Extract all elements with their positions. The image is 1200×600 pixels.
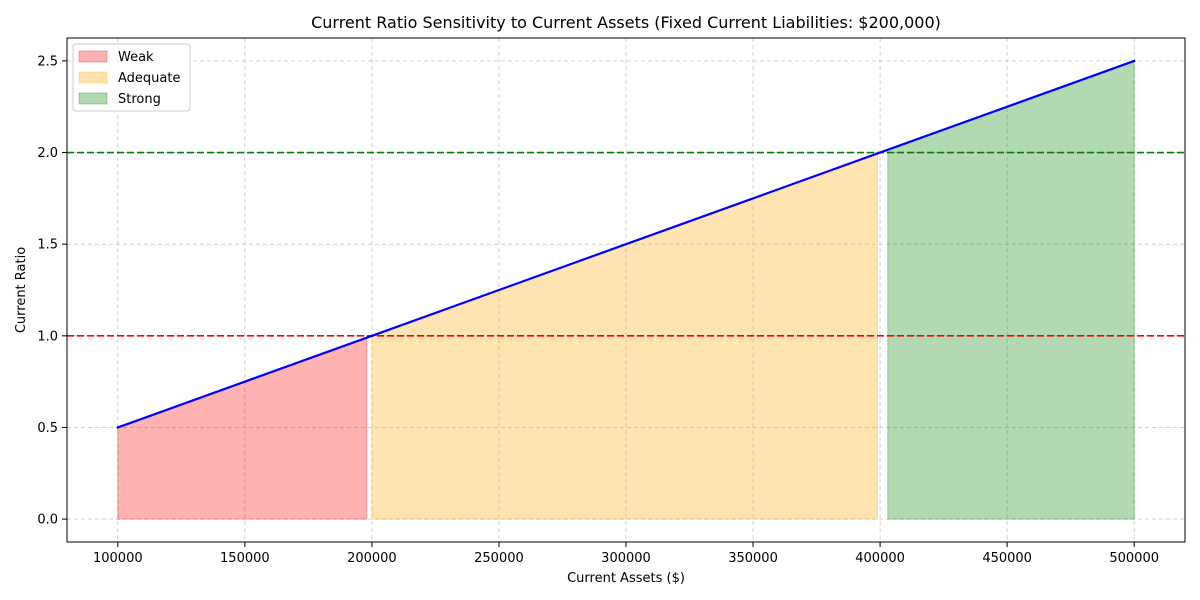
legend-swatch-weak [78,50,108,63]
x-axis-title: Current Assets ($) [567,571,685,586]
legend-label-adequate: Adequate [118,71,180,86]
y-tick-label-3: 1.5 [37,238,58,253]
chart-title: Current Ratio Sensitivity to Current Ass… [311,13,941,32]
regions [117,60,1135,520]
x-tick-label-2: 200000 [347,551,397,566]
x-tick-label-4: 300000 [601,551,651,566]
y-tick-label-1: 0.5 [37,421,58,436]
x-ticks: 100000 150000 200000 250000 300000 350000 4000… [93,542,1159,566]
legend-label-weak: Weak [118,50,154,65]
legend-swatch-strong [78,92,108,105]
x-tick-label-0: 100000 [93,551,143,566]
y-tick-label-4: 2.0 [37,146,58,161]
y-tick-label-0: 0.0 [37,513,58,528]
x-tick-label-8: 500000 [1109,551,1159,566]
x-tick-label-6: 400000 [855,551,905,566]
legend-box [72,43,191,112]
y-tick-label-2: 1.0 [37,329,58,344]
x-tick-label-5: 350000 [728,551,778,566]
x-tick-label-7: 450000 [982,551,1032,566]
ratio-line-group [116,59,1136,429]
x-tick-label-1: 150000 [220,551,270,566]
legend-label-strong: Strong [118,92,161,107]
threshold-lines [67,151,1185,337]
x-tick-label-3: 250000 [474,551,524,566]
y-ticks: 0.0 0.5 1.0 1.5 2.0 2.5 [37,54,67,528]
y-axis-title: Current Ratio [14,247,29,333]
current-ratio-line [116,59,1136,429]
legend: Weak Adequate Strong [72,43,191,112]
legend-swatch-adequate [78,71,108,84]
y-tick-label-5: 2.5 [37,54,58,69]
